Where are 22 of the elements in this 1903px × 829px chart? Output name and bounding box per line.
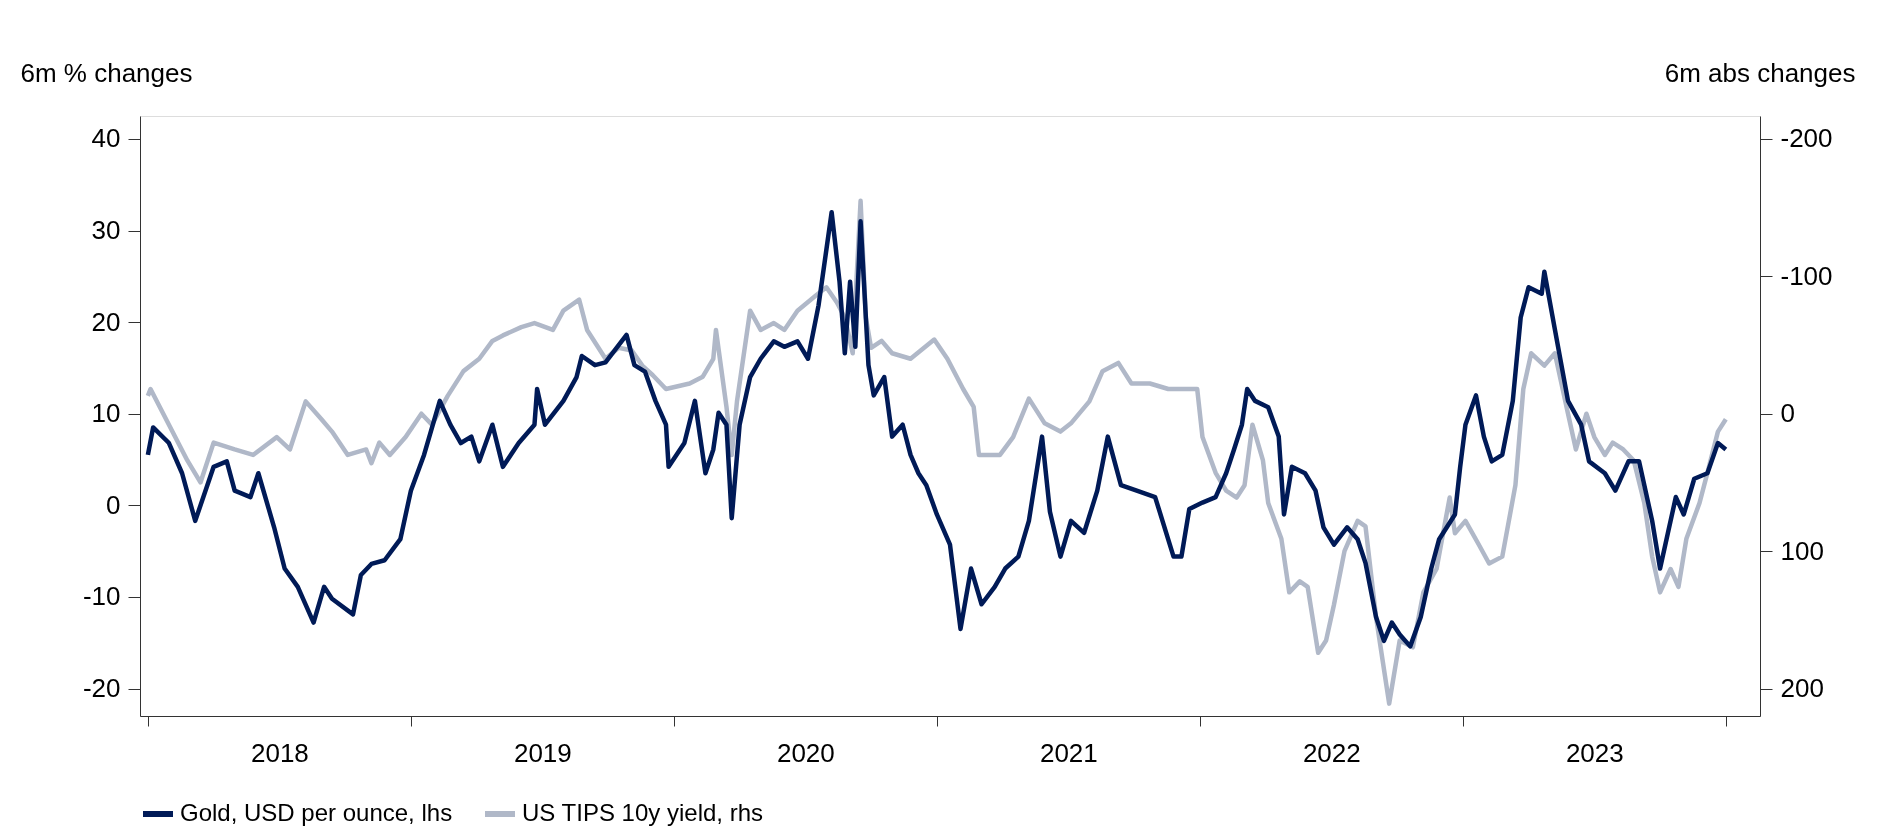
y-tick-label: 40 [91, 123, 121, 154]
y2-tick-label: -100 [1780, 260, 1833, 291]
y2-tick-label: 0 [1780, 398, 1795, 429]
x-tick-label: 2018 [250, 737, 309, 768]
y-tick-label: -20 [82, 673, 121, 704]
legend-label: Gold, USD per ounce, lhs [180, 799, 453, 826]
x-tick-label: 2022 [1302, 737, 1361, 768]
x-tick-label: 2019 [513, 737, 572, 768]
y2-tick-label: -200 [1780, 123, 1833, 154]
y2-axis-title: 6m abs changes [1664, 57, 1856, 88]
y-axis-title: 6m % changes [20, 57, 193, 88]
y-tick-label: 20 [91, 306, 121, 337]
x-tick-label: 2023 [1565, 737, 1624, 768]
legend-label: US TIPS 10y yield, rhs [522, 799, 763, 826]
y-tick-label: 30 [91, 215, 121, 245]
y-tick-label: 10 [91, 398, 121, 429]
x-tick-label: 2020 [776, 737, 835, 768]
y2-tick-label: 200 [1780, 673, 1824, 704]
y-tick-label: 0 [106, 489, 121, 520]
y2-tick-label: 100 [1780, 535, 1824, 566]
y-tick-label: -10 [82, 581, 121, 612]
x-tick-label: 2021 [1039, 737, 1098, 768]
